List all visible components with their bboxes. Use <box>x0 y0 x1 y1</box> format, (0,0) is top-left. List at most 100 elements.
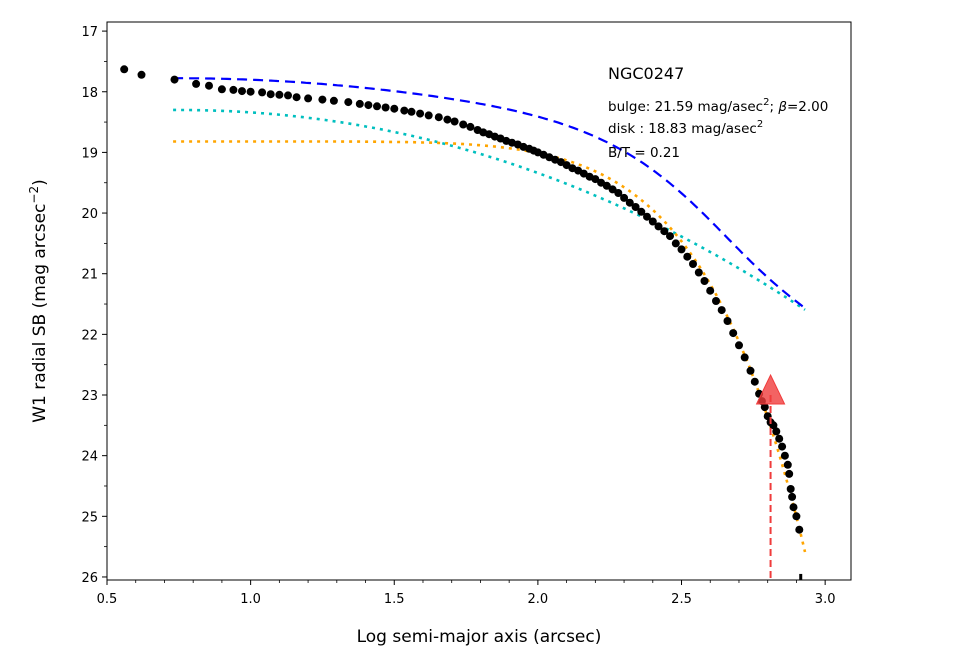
data-point <box>364 101 373 110</box>
data-point <box>788 492 797 501</box>
data-point <box>654 222 663 231</box>
annotation-bulge-beta: β <box>777 99 787 115</box>
data-point <box>120 65 129 74</box>
data-point <box>318 95 327 104</box>
data-point <box>700 277 709 285</box>
data-point <box>355 99 364 108</box>
data-point <box>648 217 657 226</box>
data-point <box>729 329 738 338</box>
data-point <box>602 181 611 190</box>
data-point <box>329 96 338 105</box>
data-point <box>614 189 623 197</box>
data-point <box>694 268 703 277</box>
data-point <box>424 111 433 120</box>
data-point <box>683 252 692 261</box>
x-axis-label: Log semi-major axis (arcsec) <box>357 627 602 647</box>
data-point <box>620 193 629 202</box>
data-point <box>400 106 409 115</box>
limit-triangle <box>755 373 786 405</box>
annotation-bulge: bulge: 21.59 mag/asec2; β=2.00 <box>608 97 828 115</box>
bulge-curve <box>173 108 806 311</box>
data-point <box>775 434 784 443</box>
data-point <box>789 503 798 512</box>
data-point <box>643 212 651 221</box>
data-point <box>750 377 759 386</box>
data-point <box>785 469 794 478</box>
data-point <box>786 485 795 493</box>
y-axis-label-main: W1 radial SB (mag arcsec <box>30 204 50 423</box>
data-point <box>795 525 804 534</box>
data-point <box>778 442 787 451</box>
data-point <box>450 117 459 126</box>
disk-curve <box>173 140 807 553</box>
data-point <box>292 93 301 102</box>
data-point <box>304 94 313 103</box>
data-point <box>735 341 743 350</box>
data-point <box>660 227 669 236</box>
y-tick-label: 19 <box>81 146 98 161</box>
data-point <box>192 79 201 88</box>
annotation-disk: disk : 18.83 mag/asec2 <box>608 119 763 137</box>
data-point <box>373 102 381 111</box>
y-tick-label: 25 <box>81 510 98 525</box>
data-point <box>740 353 749 362</box>
data-point <box>772 427 781 436</box>
annotation-disk-sup: 2 <box>757 119 763 130</box>
data-point <box>677 245 686 254</box>
data-point <box>459 120 468 129</box>
annotation-bulge-sup: 2 <box>763 97 769 108</box>
annotation-disk-pre: disk : 18.83 mag/asec <box>608 121 757 137</box>
data-point <box>466 122 475 131</box>
data-point <box>666 232 674 241</box>
data-point <box>344 98 353 107</box>
annotation-bulge-mid: ; <box>769 99 778 115</box>
y-tick-label: 17 <box>81 25 98 40</box>
data-point <box>689 260 697 268</box>
x-tick-label: 1.5 <box>384 592 405 607</box>
x-tick-label: 2.0 <box>528 592 549 607</box>
data-point <box>407 107 416 116</box>
data-point <box>723 317 732 325</box>
y-axis-label-sup: −2 <box>27 186 41 204</box>
data-point <box>760 403 769 412</box>
data-point <box>238 87 246 96</box>
y-tick-label: 18 <box>81 86 98 101</box>
data-point <box>390 104 399 113</box>
data-point <box>671 239 680 248</box>
data-point <box>631 203 640 211</box>
y-tick-label: 23 <box>81 389 98 404</box>
annotation-bt: B/T = 0.21 <box>608 145 680 161</box>
data-point <box>792 512 801 521</box>
y-tick-label: 26 <box>81 571 98 586</box>
data-point <box>137 70 146 79</box>
data-point <box>443 115 452 124</box>
x-tick-label: 2.5 <box>671 592 692 607</box>
data-point <box>217 85 226 94</box>
data-point <box>416 109 425 118</box>
data-point <box>266 90 275 99</box>
data-point <box>591 175 600 184</box>
y-axis-label-close: ) <box>30 179 50 186</box>
data-point <box>275 90 284 99</box>
model-curves <box>173 77 807 553</box>
x-tick-label: 3.0 <box>815 592 836 607</box>
data-point <box>284 91 292 100</box>
data-point <box>608 185 617 194</box>
data-point <box>712 297 720 305</box>
y-axis-label: W1 radial SB (mag arcsec−2) <box>27 179 50 423</box>
data-point <box>637 207 646 216</box>
data-point <box>229 85 238 94</box>
data-point <box>246 87 255 96</box>
x-axis-ticks: 0.5 1.0 1.5 2.0 2.5 3.0 <box>97 580 836 607</box>
data-point <box>381 103 390 112</box>
y-tick-label: 20 <box>81 207 98 222</box>
data-point <box>717 306 726 315</box>
data-point <box>434 113 443 122</box>
data-point <box>780 451 789 460</box>
x-tick-label: 1.0 <box>240 592 261 607</box>
data-point <box>746 366 755 375</box>
data-point <box>783 460 792 469</box>
limit-marker <box>755 373 786 580</box>
total-model-curve <box>173 77 806 309</box>
